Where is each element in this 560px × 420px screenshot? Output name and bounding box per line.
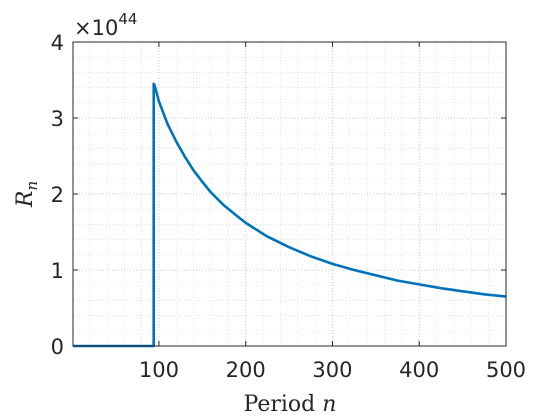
y-axis-label: Rn (13, 181, 41, 208)
exponent-power: 44 (118, 10, 137, 28)
x-axis-label-text: Period (244, 392, 323, 417)
exponent-prefix: ×10 (74, 16, 118, 40)
x-tick-label: 200 (226, 358, 266, 382)
x-tick-label: 300 (312, 358, 352, 382)
exponent-label: ×1044 (74, 10, 137, 40)
y-tick-label: 0 (51, 335, 64, 359)
y-tick-label: 2 (51, 183, 64, 207)
y-axis-label-main: R (13, 191, 38, 209)
y-tick-label: 3 (51, 107, 64, 131)
x-tick-label: 500 (486, 358, 526, 382)
x-tick-label: 400 (399, 358, 439, 382)
x-axis-label-var: n (322, 392, 336, 417)
ticks (73, 41, 507, 347)
x-tick-label: 100 (139, 358, 179, 382)
y-axis-label-sub: n (23, 181, 41, 191)
y-tick-label: 4 (51, 31, 64, 55)
minor-grid (73, 42, 506, 346)
series-layer (73, 82, 507, 348)
tick-labels: 100 200 300 400 500 0 1 2 3 4 (51, 31, 526, 382)
x-axis-label: Period n (244, 392, 337, 417)
series-line (73, 82, 507, 348)
y-tick-label: 1 (51, 259, 64, 283)
